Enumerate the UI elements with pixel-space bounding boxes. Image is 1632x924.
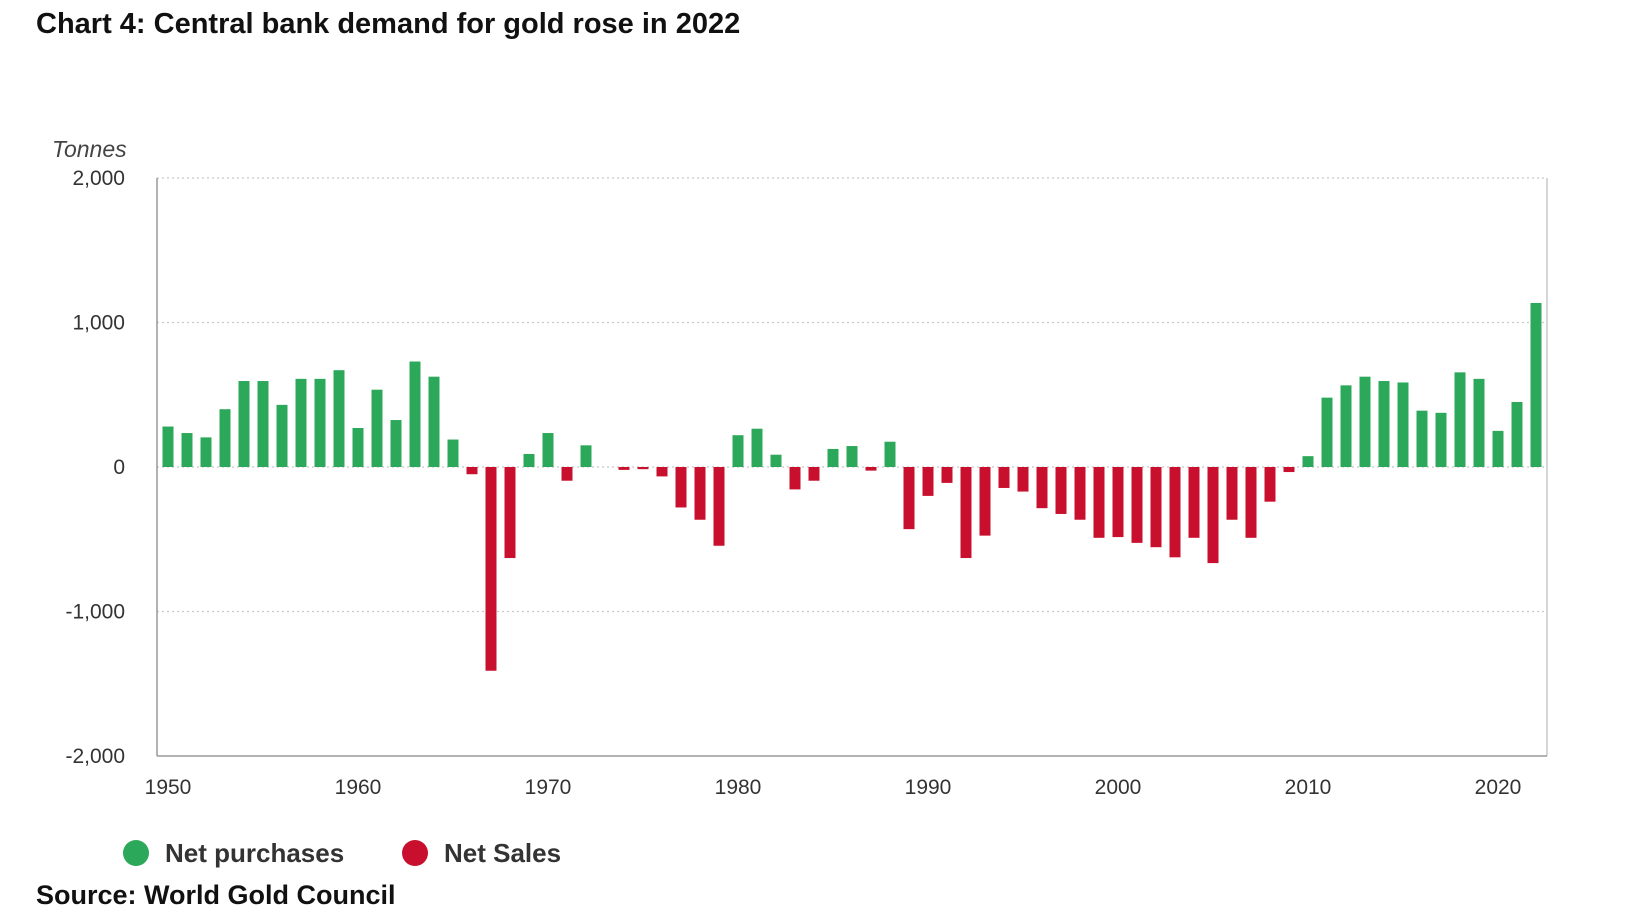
bar <box>1188 467 1200 538</box>
x-tick-label: 1990 <box>905 776 952 799</box>
legend-label: Net purchases <box>165 838 344 868</box>
bar <box>827 448 839 467</box>
bar <box>808 467 820 481</box>
bar <box>409 361 421 467</box>
bar <box>257 381 269 467</box>
gridlines <box>157 177 1547 613</box>
bar <box>1150 467 1162 548</box>
bar <box>922 467 934 496</box>
bars <box>162 302 1542 671</box>
bar <box>1093 467 1105 538</box>
bar <box>770 454 782 467</box>
bar <box>1245 467 1257 538</box>
bar <box>1226 467 1238 520</box>
bar <box>314 378 326 467</box>
bar <box>1359 376 1371 467</box>
x-tick-label: 2010 <box>1285 776 1332 799</box>
bar <box>1492 430 1504 467</box>
bar <box>276 404 288 467</box>
bar <box>732 435 744 467</box>
legend-marker <box>123 840 149 866</box>
bar <box>1169 467 1181 558</box>
legend: Net purchases Net Sales <box>123 838 561 868</box>
x-tick-label: 1950 <box>145 776 192 799</box>
bar <box>884 441 896 467</box>
legend-label: Net Sales <box>444 838 561 868</box>
bar <box>238 381 250 467</box>
bar <box>428 376 440 467</box>
bar <box>504 467 516 559</box>
bar <box>1074 467 1086 520</box>
bar <box>371 389 383 467</box>
bar <box>903 467 915 530</box>
bar <box>1435 412 1447 467</box>
bar <box>941 467 953 483</box>
bar <box>561 467 573 481</box>
bar <box>162 426 174 467</box>
y-tick-label: 0 <box>113 456 125 479</box>
bar <box>485 467 497 671</box>
bar <box>656 467 668 477</box>
bar <box>447 439 459 467</box>
bar <box>751 428 763 467</box>
bar <box>979 467 991 536</box>
bar <box>1112 467 1124 538</box>
bar <box>675 467 687 508</box>
bar <box>1416 410 1428 467</box>
bar <box>1511 401 1523 467</box>
y-unit-label: Tonnes <box>52 136 127 162</box>
chart-title: Chart 4: Central bank demand for gold ro… <box>36 8 741 40</box>
bar <box>1454 372 1466 467</box>
bar <box>1378 381 1390 467</box>
bar <box>1207 467 1219 564</box>
bar <box>352 427 364 467</box>
y-tick-label: -1,000 <box>65 601 125 624</box>
bar <box>960 467 972 559</box>
x-tick-label: 1970 <box>525 776 572 799</box>
bar <box>219 409 231 467</box>
bar <box>1397 382 1409 467</box>
bar <box>1340 385 1352 467</box>
bar <box>637 467 649 470</box>
legend-marker <box>402 840 428 866</box>
bar <box>618 467 630 470</box>
bar <box>1473 378 1485 467</box>
source-note: Source: World Gold Council <box>36 880 396 910</box>
bar <box>523 453 535 467</box>
x-tick-label: 2000 <box>1095 776 1142 799</box>
x-tick-label: 1980 <box>715 776 762 799</box>
bar <box>333 370 345 467</box>
bar <box>1283 467 1295 473</box>
y-tick-label: 1,000 <box>72 312 125 335</box>
bar <box>1055 467 1067 514</box>
bar <box>466 467 478 475</box>
bar <box>1302 456 1314 467</box>
bar <box>542 433 554 467</box>
bar <box>390 420 402 467</box>
bar <box>1264 467 1276 502</box>
bar <box>865 467 877 471</box>
bar <box>181 433 193 467</box>
bar <box>846 446 858 467</box>
bar <box>713 467 725 546</box>
bar <box>789 467 801 490</box>
bar <box>1321 397 1333 467</box>
bar <box>295 378 307 467</box>
bar <box>694 467 706 520</box>
bar <box>1530 302 1542 467</box>
bar <box>580 445 592 467</box>
bar <box>1036 467 1048 509</box>
y-tick-label: 2,000 <box>72 167 125 190</box>
bar <box>1131 467 1143 543</box>
bar <box>998 467 1010 488</box>
x-tick-label: 2020 <box>1475 776 1522 799</box>
y-tick-label: -2,000 <box>65 745 125 768</box>
axes: 2,000 1,000 0 -1,000 -2,000 Tonnes 1950 1960 197… <box>52 136 1548 799</box>
bar <box>1017 467 1029 492</box>
x-tick-label: 1960 <box>335 776 382 799</box>
bar <box>200 437 212 467</box>
